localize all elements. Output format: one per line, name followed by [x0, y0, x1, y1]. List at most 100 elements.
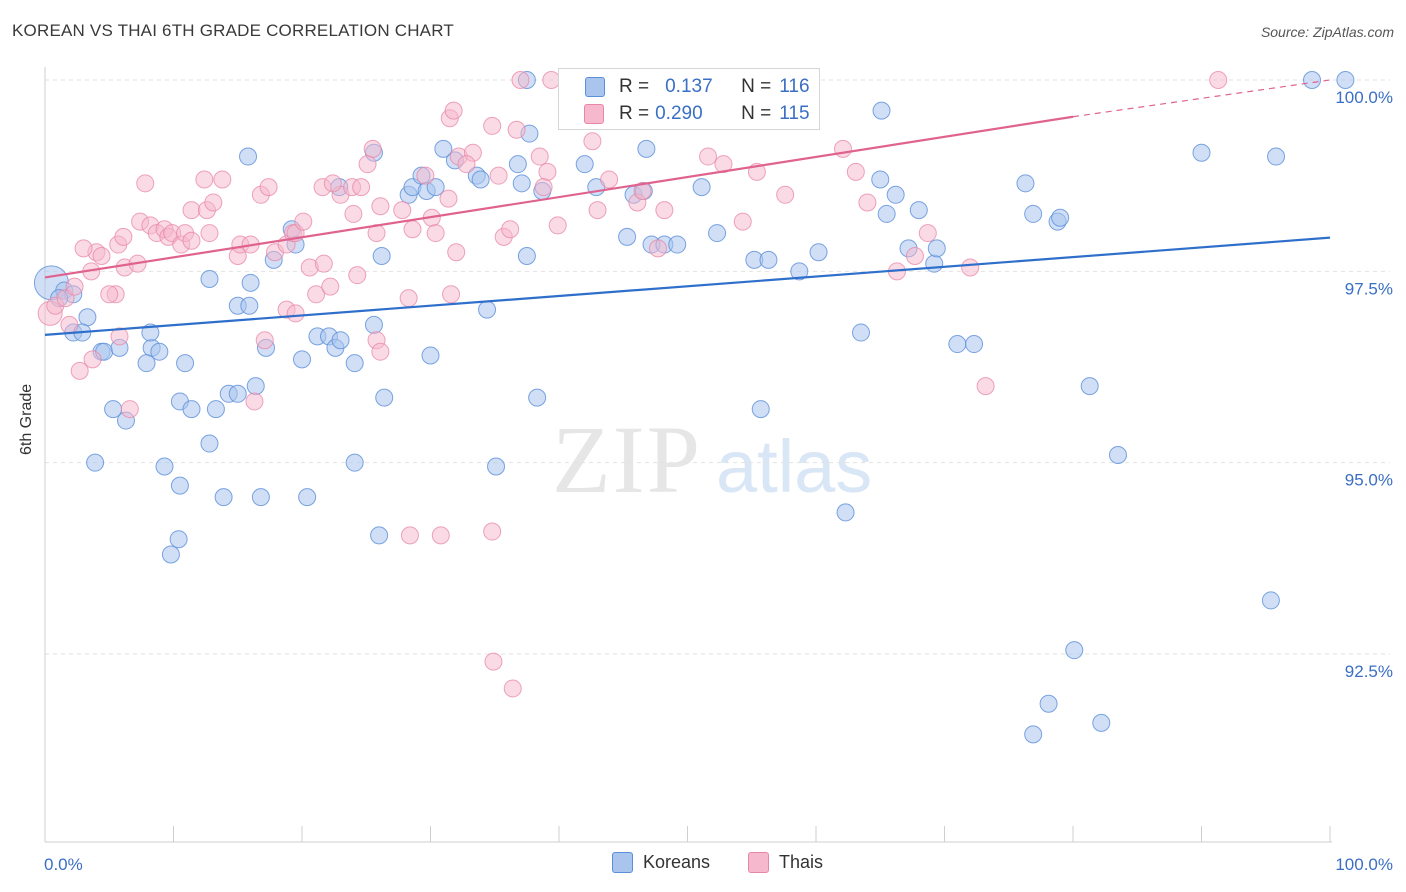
- korean-point: [471, 170, 490, 189]
- thai-point: [507, 120, 526, 139]
- thai-point: [484, 652, 503, 671]
- korean-point: [948, 335, 967, 354]
- korean-point: [421, 346, 440, 365]
- thai-point: [538, 162, 557, 181]
- thai-point: [548, 216, 567, 235]
- thai-point: [714, 155, 733, 174]
- korean-point: [1092, 713, 1111, 732]
- thai-point: [600, 170, 619, 189]
- korean-point: [886, 185, 905, 204]
- thai-point: [583, 132, 602, 151]
- thai-point: [833, 139, 852, 158]
- n-label: N =: [741, 76, 772, 97]
- korean-point: [240, 296, 259, 315]
- r-label: R =: [619, 103, 650, 124]
- thai-point: [655, 201, 674, 220]
- korean-point: [668, 235, 687, 254]
- correlation-legend: R = 0.137 N = 116 R = 0.290 N = 115: [558, 68, 820, 130]
- thai-point: [393, 201, 412, 220]
- x-tick-label-max: 100.0%: [1335, 855, 1393, 874]
- korean-point: [1261, 591, 1280, 610]
- thai-point: [371, 197, 390, 216]
- korean-point: [200, 269, 219, 288]
- korean-point: [1108, 446, 1127, 465]
- korean-point: [206, 400, 225, 419]
- korean-point: [298, 488, 317, 507]
- korean-point: [1267, 147, 1286, 166]
- korean-point: [1024, 725, 1043, 744]
- korean-point: [836, 503, 855, 522]
- thai-point: [426, 224, 445, 243]
- korean-point: [345, 354, 364, 373]
- korean-point: [170, 476, 189, 495]
- korean-point: [692, 178, 711, 197]
- korean-point: [1192, 143, 1211, 162]
- korean-point: [364, 315, 383, 334]
- thai-point: [321, 277, 340, 296]
- thai-point: [60, 315, 79, 334]
- r-value: 0.290: [655, 103, 703, 124]
- thai-point: [699, 147, 718, 166]
- korean-point: [1039, 694, 1058, 713]
- thai-point: [399, 289, 418, 308]
- korean-point: [251, 488, 270, 507]
- thai-point: [501, 220, 520, 239]
- korean-point: [137, 354, 156, 373]
- legend-row-koreans: R = 0.137 N = 116: [585, 75, 810, 99]
- thai-point: [633, 181, 652, 200]
- thai-point: [511, 71, 530, 89]
- thai-point: [307, 285, 326, 304]
- korean-point: [965, 335, 984, 354]
- korean-point: [851, 323, 870, 342]
- thai-point: [483, 116, 502, 135]
- thai-point: [83, 350, 102, 369]
- legend-row-thais: R = 0.290 N = 115: [584, 102, 810, 126]
- korean-point: [241, 273, 260, 292]
- korean-point: [508, 155, 527, 174]
- thai-point: [259, 178, 278, 197]
- korean-point: [1024, 204, 1043, 223]
- thai-point: [976, 377, 995, 396]
- korean-point: [751, 400, 770, 419]
- thai-point: [195, 170, 214, 189]
- korean-point: [575, 155, 594, 174]
- thai-point: [314, 254, 333, 273]
- r-value: 0.137: [665, 76, 713, 97]
- thai-point: [1209, 71, 1228, 89]
- thai-trendline: [44, 115, 1074, 279]
- korean-point: [331, 331, 350, 350]
- thai-point: [213, 170, 232, 189]
- korean-swatch: [585, 77, 605, 97]
- korean-point: [1051, 208, 1070, 227]
- watermark: ZIP atlas: [552, 406, 872, 513]
- korean-point: [426, 178, 445, 197]
- korean-point: [1080, 377, 1099, 396]
- n-label: N =: [741, 103, 772, 124]
- r-label: R =: [619, 76, 650, 97]
- korean-point: [155, 457, 174, 476]
- korean-point: [434, 139, 453, 158]
- korean-point: [1016, 174, 1035, 193]
- thai-point: [323, 174, 342, 193]
- thai-point: [858, 193, 877, 212]
- thai-point: [70, 361, 89, 380]
- thai-trendline-extension: [1072, 79, 1331, 118]
- korean-point: [487, 457, 506, 476]
- korean-point: [909, 201, 928, 220]
- korean-point: [809, 243, 828, 262]
- thai-point: [294, 212, 313, 231]
- thai-point: [100, 285, 119, 304]
- legend-item-koreans: Koreans: [612, 852, 710, 873]
- thai-point: [776, 185, 795, 204]
- thai-point: [400, 526, 419, 545]
- legend-item-thais: Thais: [748, 852, 823, 873]
- thai-point: [588, 201, 607, 220]
- korean-point: [927, 239, 946, 258]
- thai-point: [348, 266, 367, 285]
- n-value: 115: [779, 103, 810, 124]
- korean-point: [200, 434, 219, 453]
- korean-point: [708, 224, 727, 243]
- source-label: Source: ZipAtlas.com: [1260, 24, 1394, 40]
- thai-point: [442, 285, 461, 304]
- korean-point: [375, 388, 394, 407]
